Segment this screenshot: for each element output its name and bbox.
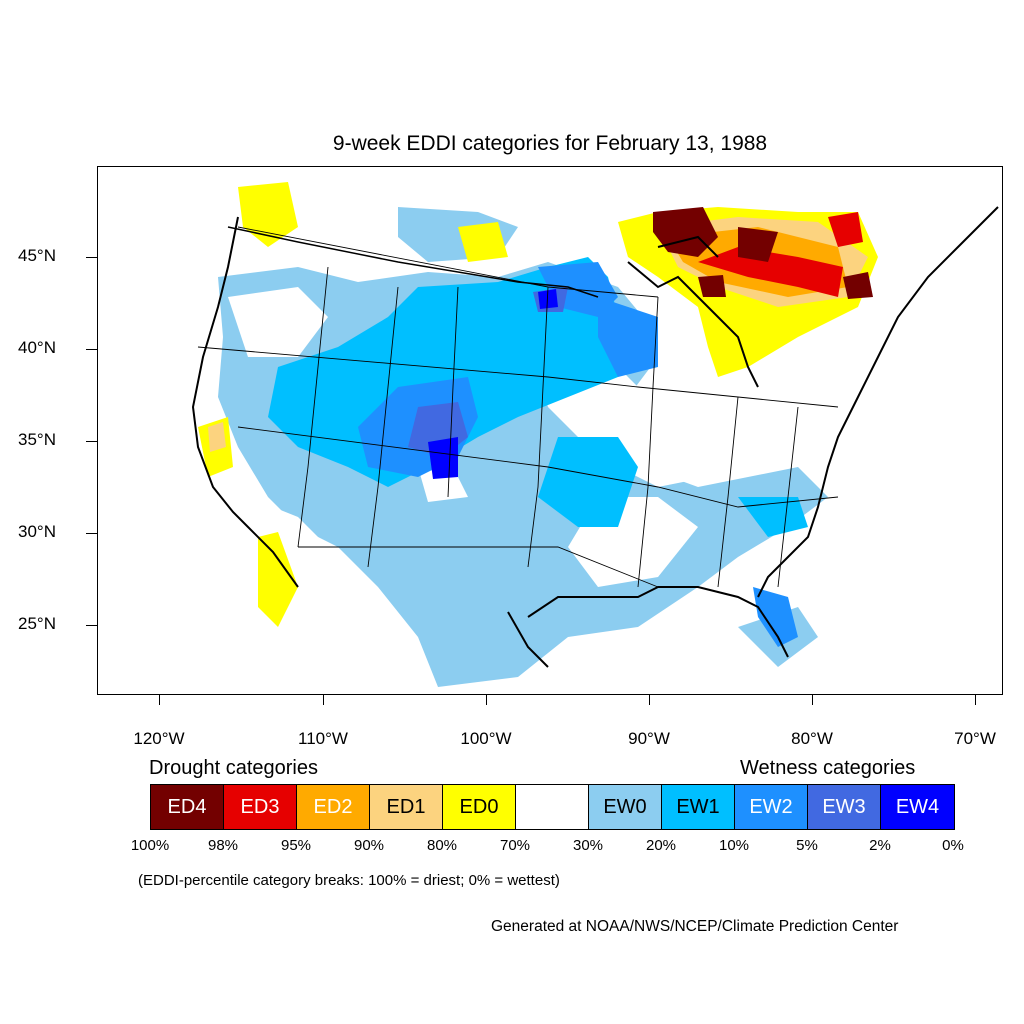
legend-cell-ed3: ED3 (224, 785, 297, 829)
category-note: (EDDI-percentile category breaks: 100% =… (138, 872, 560, 889)
percentile-label: 30% (572, 837, 604, 854)
percentile-label: 10% (718, 837, 750, 854)
ed3-regions (698, 212, 863, 297)
percentile-label: 70% (499, 837, 531, 854)
lat-tick-45 (86, 257, 97, 258)
lon-label-110: 110°W (298, 729, 348, 748)
coastline (191, 206, 999, 668)
legend-cell-ew3: EW3 (808, 785, 881, 829)
map-title: 9-week EDDI categories for February 13, … (332, 132, 768, 155)
lat-label-25: 25°N (18, 614, 56, 633)
percentile-label: 90% (353, 837, 385, 854)
percentile-label: 5% (796, 837, 818, 854)
legend-cell-ew1: EW1 (662, 785, 735, 829)
lon-tick-100 (486, 695, 487, 705)
legend-cell-ed1: ED1 (370, 785, 443, 829)
wetness-categories-heading: Wetness categories (740, 757, 916, 779)
lon-label-80: 80°W (791, 729, 833, 748)
map-plot (97, 166, 1003, 695)
lon-label-120: 120°W (133, 729, 185, 748)
lat-label-40: 40°N (18, 338, 56, 357)
lon-tick-120 (159, 695, 160, 705)
lon-label-70: 70°W (954, 729, 996, 748)
legend-cell-ew2: EW2 (735, 785, 808, 829)
drought-categories-heading: Drought categories (149, 757, 318, 779)
lat-label-30: 30°N (18, 522, 56, 541)
lat-tick-40 (86, 349, 97, 350)
percentile-label: 80% (426, 837, 458, 854)
lat-label-45: 45°N (18, 246, 56, 265)
lat-tick-35 (86, 441, 97, 442)
lon-tick-80 (812, 695, 813, 705)
legend-cell-ew0: EW0 (589, 785, 662, 829)
international-border (227, 226, 599, 298)
lat-tick-25 (86, 625, 97, 626)
eddi-map (191, 182, 999, 687)
lon-label-100: 100°W (460, 729, 512, 748)
percentile-label: 95% (280, 837, 312, 854)
lon-label-90: 90°W (628, 729, 670, 748)
percentile-label: 100% (130, 837, 170, 854)
lon-tick-110 (323, 695, 324, 705)
percentile-label: 0% (942, 837, 964, 854)
category-legend: ED4 ED3 ED2 ED1 ED0 EW0 EW1 EW2 EW3 EW4 (150, 784, 955, 830)
legend-cell-ed0: ED0 (443, 785, 516, 829)
legend-cell-ed2: ED2 (297, 785, 370, 829)
legend-cell-ed4: ED4 (151, 785, 224, 829)
lon-tick-90 (649, 695, 650, 705)
percentile-label: 2% (869, 837, 891, 854)
lon-tick-70 (975, 695, 976, 705)
credit-line: Generated at NOAA/NWS/NCEP/Climate Predi… (491, 918, 899, 935)
legend-cell-normal (516, 785, 589, 829)
state-boundaries (197, 226, 839, 588)
legend-cell-ew4: EW4 (881, 785, 954, 829)
lat-tick-30 (86, 533, 97, 534)
percentile-label: 20% (645, 837, 677, 854)
percentile-label: 98% (207, 837, 239, 854)
lat-label-35: 35°N (18, 430, 56, 449)
